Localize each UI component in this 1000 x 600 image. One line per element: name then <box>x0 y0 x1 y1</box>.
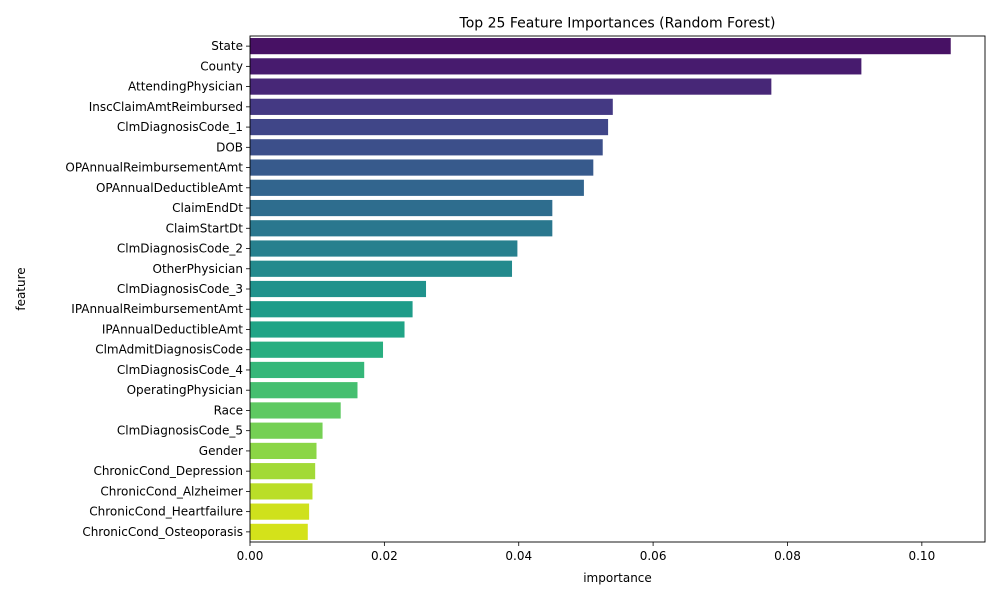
bar-ClaimStartDt <box>250 220 553 237</box>
y-tick-label: ChronicCond_Alzheimer <box>100 484 243 498</box>
x-tick-label: 0.06 <box>640 549 667 563</box>
y-tick-label: AttendingPhysician <box>128 80 243 94</box>
bar-InscClaimAmtReimbursed <box>250 98 613 115</box>
bar-ClmAdmitDiagnosisCode <box>250 341 384 358</box>
y-tick-labels: State County AttendingPhysician InscClaimAm… <box>65 39 250 539</box>
bar-IPAnnualReimbursementAmt <box>250 301 413 318</box>
y-tick-label: ClaimEndDt <box>172 201 243 215</box>
bar-OtherPhysician <box>250 260 513 277</box>
y-tick-label: ChronicCond_Heartfailure <box>89 505 243 519</box>
y-tick-label: ClmAdmitDiagnosisCode <box>95 343 243 357</box>
y-tick-label: InscClaimAmtReimbursed <box>89 100 243 114</box>
x-tick-label: 0.02 <box>371 549 398 563</box>
y-tick-label: DOB <box>216 140 243 154</box>
bar-ClmDiagnosisCode_4 <box>250 361 365 379</box>
x-tick-label: 0.10 <box>908 549 935 563</box>
bar-ChronicCond_Depression <box>250 463 316 480</box>
x-tick-label: 0.00 <box>237 549 264 563</box>
y-tick-label: County <box>200 59 243 73</box>
y-tick-label: State <box>211 39 243 53</box>
plot-frame <box>249 35 986 543</box>
bar-OPAnnualDeductibleAmt <box>250 179 584 196</box>
y-tick-label: OtherPhysician <box>153 262 244 276</box>
bar-OperatingPhysician <box>250 382 358 399</box>
x-tick-label: 0.04 <box>505 549 532 563</box>
x-ticks: 0.00 0.02 0.04 0.06 0.08 0.10 <box>237 542 935 563</box>
y-tick-label: IPAnnualDeductibleAmt <box>102 322 243 336</box>
bar-Race <box>250 402 341 419</box>
bars-group <box>250 38 951 540</box>
y-tick-label: ClmDiagnosisCode_2 <box>117 242 243 256</box>
bar-County <box>250 58 862 75</box>
y-tick-label: ClmDiagnosisCode_3 <box>117 282 243 296</box>
x-tick-label: 0.08 <box>774 549 801 563</box>
bar-State <box>250 38 951 55</box>
x-axis-label: importance <box>583 571 652 585</box>
bar-IPAnnualDeductibleAmt <box>250 321 405 338</box>
y-tick-label: ClmDiagnosisCode_4 <box>117 363 243 377</box>
bar-DOB <box>250 139 603 156</box>
bar-ClaimEndDt <box>250 199 553 217</box>
bar-ChronicCond_Heartfailure <box>250 503 310 520</box>
y-axis-label: feature <box>14 267 28 310</box>
y-tick-label: IPAnnualReimbursementAmt <box>71 302 243 316</box>
bar-ClmDiagnosisCode_2 <box>250 240 518 257</box>
y-tick-label: ChronicCond_Osteoporasis <box>82 525 243 539</box>
y-tick-label: OperatingPhysician <box>127 383 243 397</box>
y-tick-label: OPAnnualDeductibleAmt <box>96 181 243 195</box>
bar-ClmDiagnosisCode_5 <box>250 422 323 439</box>
bar-OPAnnualReimbursementAmt <box>250 159 594 176</box>
bar-Gender <box>250 442 317 460</box>
bar-ChronicCond_Osteoporasis <box>250 523 308 540</box>
bar-ClmDiagnosisCode_1 <box>250 118 609 136</box>
y-tick-label: Race <box>214 403 243 417</box>
y-tick-label: ChronicCond_Depression <box>93 464 243 478</box>
bar-ClmDiagnosisCode_3 <box>250 280 427 298</box>
bar-AttendingPhysician <box>250 78 772 95</box>
y-tick-label: ClaimStartDt <box>166 221 244 235</box>
y-tick-label: OPAnnualReimbursementAmt <box>65 161 243 175</box>
y-tick-label: ClmDiagnosisCode_5 <box>117 424 243 438</box>
chart-title: Top 25 Feature Importances (Random Fores… <box>459 16 776 32</box>
bar-ChronicCond_Alzheimer <box>250 483 313 500</box>
y-tick-label: Gender <box>199 444 243 458</box>
y-tick-label: ClmDiagnosisCode_1 <box>117 120 243 134</box>
